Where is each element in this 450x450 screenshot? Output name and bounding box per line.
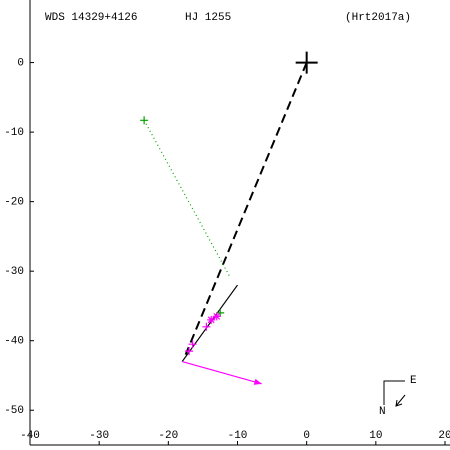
track-line	[184, 62, 308, 355]
track-line	[181, 284, 238, 362]
point	[140, 116, 149, 125]
compass-arrowhead	[395, 399, 403, 407]
point	[216, 308, 225, 317]
y-tick-label: -50	[4, 405, 24, 417]
compass-north: N	[379, 406, 386, 418]
chart-title: WDS 14329+4126	[45, 12, 137, 24]
x-tick-label: -30	[89, 430, 109, 442]
x-tick-label: -10	[228, 430, 248, 442]
y-tick-label: 0	[17, 57, 24, 69]
y-tick-label: -10	[4, 127, 24, 139]
point	[185, 347, 194, 356]
y-tick-label: -30	[4, 266, 24, 278]
point	[295, 51, 318, 74]
chart-subtitle: HJ 1255	[185, 12, 231, 24]
point	[207, 315, 216, 324]
point	[212, 312, 221, 321]
y-tick-label: -20	[4, 197, 24, 209]
x-tick-label: 20	[438, 430, 450, 442]
x-tick-label: -20	[158, 430, 178, 442]
x-tick-label: -40	[20, 430, 40, 442]
y-tick-label: -40	[4, 336, 24, 348]
x-tick-label: 0	[303, 430, 310, 442]
point	[188, 340, 197, 349]
track-line	[143, 120, 232, 279]
arrowhead	[253, 378, 262, 385]
track-line	[182, 360, 262, 385]
compass	[383, 380, 406, 407]
x-tick-label: 10	[369, 430, 382, 442]
compass-axes	[383, 380, 405, 405]
compass-arrow	[395, 394, 406, 407]
reference: (Hrt2017a)	[345, 12, 411, 24]
point	[202, 322, 211, 331]
compass-east: E	[410, 375, 417, 387]
